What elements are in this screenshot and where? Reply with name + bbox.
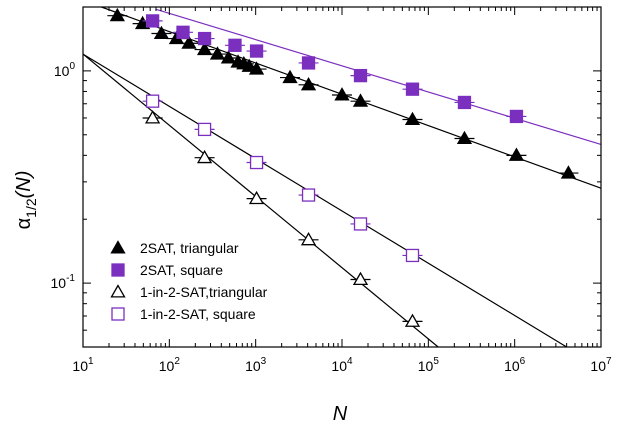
data-point-series-3 bbox=[196, 149, 213, 164]
legend-marker-2 bbox=[111, 263, 125, 277]
data-point-series-2 bbox=[509, 109, 524, 124]
data-point-series-1 bbox=[241, 58, 257, 72]
axis-ticks bbox=[82, 6, 602, 348]
data-point-series-1 bbox=[560, 165, 577, 179]
y-tick-label: 10-1 bbox=[51, 273, 76, 291]
y-axis-label-symbol: α bbox=[13, 218, 35, 230]
legend-marker-4 bbox=[111, 307, 125, 321]
legend: 2SAT, triangular 2SAT, square 1-in-2-SAT,t… bbox=[110, 240, 268, 322]
data-point-series-1 bbox=[508, 147, 525, 161]
data-point-series-2 bbox=[228, 38, 242, 52]
data-point-series-2 bbox=[353, 68, 368, 83]
y-tick-label: 100 bbox=[54, 61, 76, 79]
data-point-series-1 bbox=[352, 93, 369, 107]
x-tick-label: 103 bbox=[245, 356, 267, 374]
legend-marker-1 bbox=[110, 240, 126, 254]
data-point-series-4 bbox=[249, 155, 264, 170]
legend-label-2: 2SAT, square bbox=[140, 262, 223, 278]
data-point-series-4 bbox=[353, 217, 368, 231]
data-points bbox=[107, 7, 579, 327]
data-point-series-3 bbox=[352, 271, 369, 286]
data-point-series-1 bbox=[209, 46, 226, 60]
data-point-series-1 bbox=[220, 50, 237, 64]
y-axis-label-subscript: 1/2 bbox=[23, 198, 39, 218]
data-point-series-2 bbox=[249, 44, 264, 58]
x-tick-label: 105 bbox=[418, 356, 440, 374]
data-point-series-2 bbox=[405, 82, 420, 96]
y-axis-label-argument: (N) bbox=[13, 171, 35, 199]
data-point-series-2 bbox=[301, 56, 316, 70]
legend-label-1: 2SAT, triangular bbox=[140, 240, 239, 256]
legend-label-3: 1-in-2-SAT,triangular bbox=[140, 284, 268, 300]
data-point-series-1 bbox=[181, 35, 197, 49]
data-point-series-2 bbox=[457, 95, 472, 110]
fit-line-2 bbox=[155, 8, 602, 146]
fit-line-4 bbox=[82, 53, 567, 348]
data-point-series-1 bbox=[109, 7, 125, 22]
data-point-series-1 bbox=[300, 76, 317, 91]
legend-label-4: 1-in-2-SAT, square bbox=[140, 306, 256, 322]
data-point-series-1 bbox=[134, 15, 151, 30]
data-point-series-4 bbox=[405, 248, 420, 263]
data-point-series-4 bbox=[301, 188, 316, 202]
data-point-series-2 bbox=[176, 25, 190, 39]
plot-frame bbox=[82, 6, 602, 348]
data-point-series-1 bbox=[456, 130, 473, 145]
data-point-series-1 bbox=[334, 87, 350, 101]
data-point-series-1 bbox=[248, 61, 265, 75]
data-point-series-2 bbox=[145, 14, 160, 28]
data-point-series-3 bbox=[300, 231, 317, 246]
x-tick-label: 104 bbox=[331, 356, 353, 374]
x-axis-label: N bbox=[333, 403, 348, 425]
data-point-series-3 bbox=[404, 313, 421, 327]
data-point-series-4 bbox=[197, 122, 212, 137]
data-point-series-3 bbox=[248, 190, 265, 205]
data-point-series-4 bbox=[145, 94, 160, 108]
x-tick-label: 107 bbox=[590, 356, 612, 374]
legend-marker-3 bbox=[110, 284, 126, 298]
x-tick-label: 102 bbox=[159, 356, 181, 374]
data-point-series-1 bbox=[282, 69, 298, 84]
data-point-series-1 bbox=[153, 25, 170, 40]
data-point-series-2 bbox=[197, 31, 212, 46]
x-tick-label: 106 bbox=[504, 356, 526, 374]
x-tick-label: 101 bbox=[72, 356, 94, 374]
data-point-series-1 bbox=[404, 111, 421, 126]
data-point-series-3 bbox=[144, 110, 161, 124]
data-point-series-1 bbox=[196, 41, 213, 56]
y-axis-label: α1/2(N) bbox=[13, 171, 39, 230]
tick-labels: 101 102 103 104 105 106 107 10-1 100 bbox=[51, 61, 612, 374]
